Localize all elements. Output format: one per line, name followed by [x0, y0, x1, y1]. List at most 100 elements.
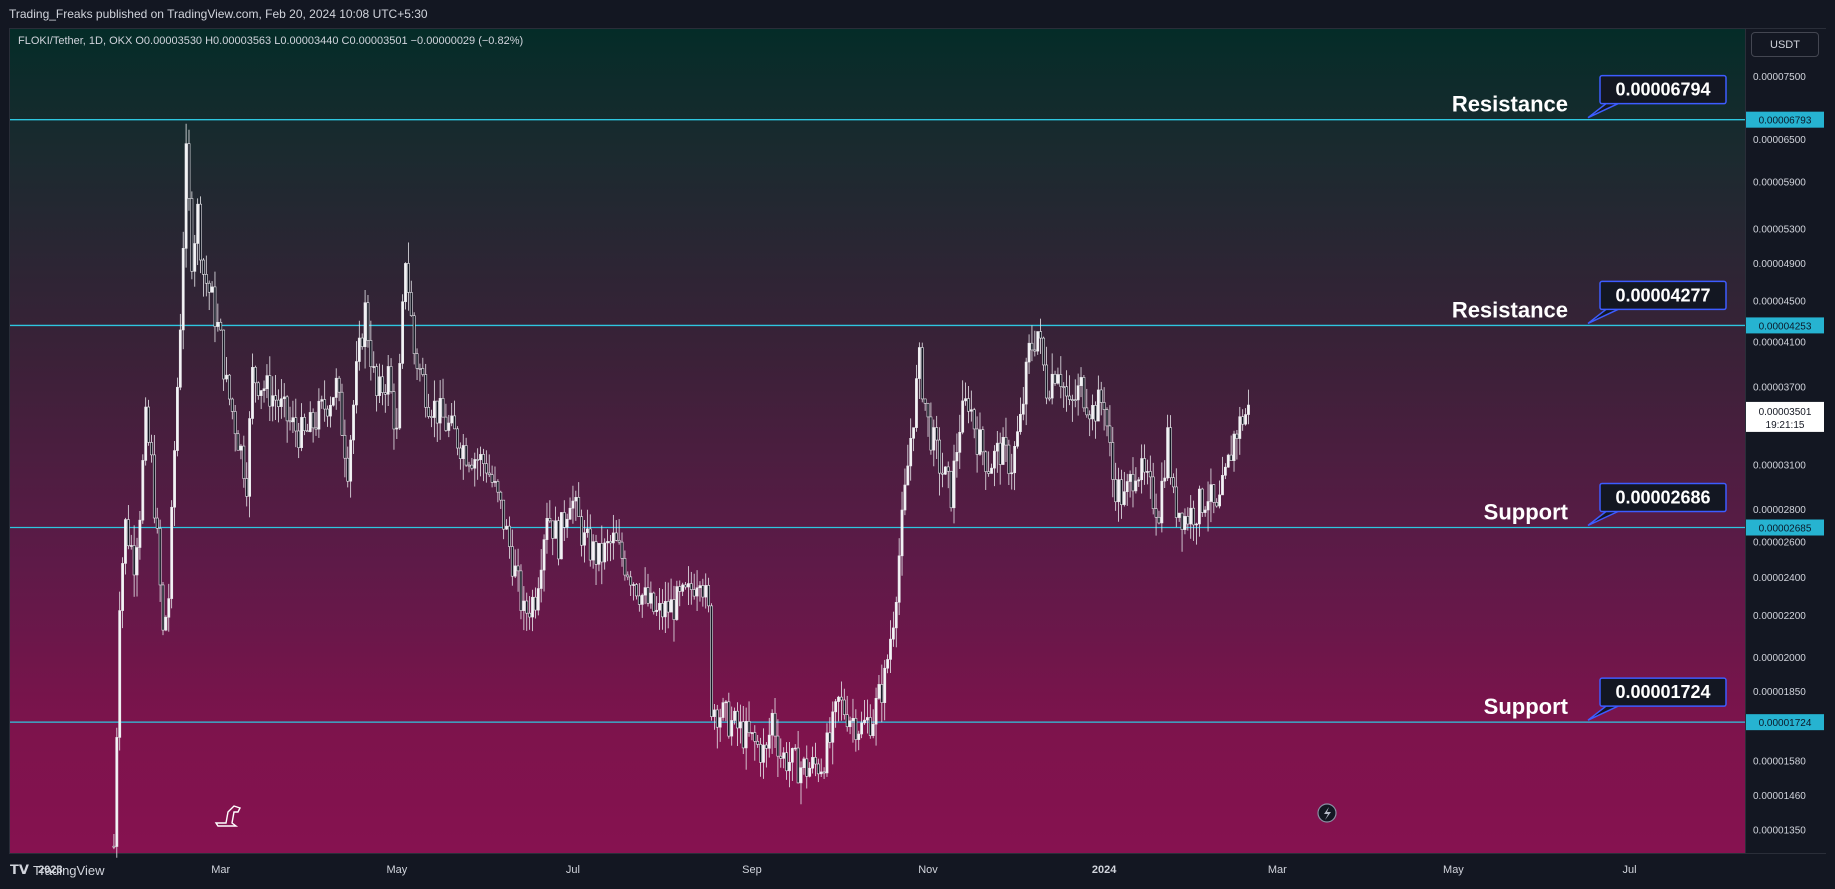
candle [441, 378, 445, 418]
candle [392, 383, 396, 450]
candle [271, 376, 275, 422]
candle-body [880, 684, 884, 703]
candle-body [181, 248, 185, 331]
candle-body [1157, 516, 1161, 524]
candle [461, 434, 465, 480]
candle-body [721, 702, 725, 718]
candle-body [1177, 512, 1181, 518]
candle [1021, 386, 1025, 421]
candle [1229, 435, 1233, 461]
candle [551, 520, 555, 556]
candle-body [230, 398, 234, 412]
candle [614, 520, 618, 542]
callout-value-2: 0.00002686 [1615, 488, 1710, 508]
candle [837, 695, 840, 722]
candle-body [874, 698, 878, 725]
candle-body [617, 540, 621, 543]
candle [297, 422, 301, 459]
candle-body [326, 408, 329, 417]
candle [969, 390, 973, 422]
candle-body [868, 717, 872, 736]
candle-body [993, 450, 996, 469]
candle-body [863, 719, 866, 724]
candle-body [1192, 507, 1196, 526]
candle [473, 452, 477, 487]
candle [1117, 467, 1120, 522]
candle-body [646, 587, 650, 604]
candle [663, 581, 667, 634]
level-label-1: Resistance [1452, 297, 1568, 322]
candle [776, 719, 780, 777]
candle-body [161, 584, 165, 631]
candle-body [1036, 331, 1040, 352]
candle [825, 723, 829, 777]
candle-body [539, 569, 543, 589]
candle-body [1062, 386, 1066, 388]
axis-price-tags: 0.00006793 0.00004253 0.00002685 0.00001724… [1746, 111, 1824, 731]
candle-body [733, 710, 737, 721]
candle-body [1018, 413, 1022, 432]
candle-body [1195, 523, 1198, 526]
candle-body [969, 409, 973, 412]
y-tick-label: 0.00004100 [1753, 338, 1806, 349]
candle-body [1203, 509, 1207, 513]
candle-body [689, 583, 693, 590]
y-tick-label: 0.00003700 [1753, 383, 1806, 394]
candle-body [1183, 516, 1187, 530]
axis-tag-bg-0 [1746, 111, 1824, 128]
candle-body [865, 717, 869, 721]
tradingview-logo[interactable]: 𝗧𝗩 TradingView [10, 862, 104, 878]
y-tick-label: 0.00001580 [1753, 756, 1806, 767]
candle [1024, 357, 1028, 426]
candle-body [946, 466, 950, 472]
candle [1094, 401, 1097, 439]
candle [842, 688, 846, 720]
candle-body [176, 386, 179, 451]
candle-body [1117, 479, 1120, 503]
y-tick-label: 0.00003100 [1753, 460, 1806, 471]
candle-body [138, 519, 142, 548]
candle-body [207, 282, 211, 293]
candle [1226, 453, 1230, 468]
candle-body [603, 542, 607, 563]
candle [1091, 394, 1094, 431]
candle [932, 419, 936, 467]
currency-button[interactable]: USDT [1751, 32, 1819, 57]
candle [1102, 387, 1106, 431]
candle-body [730, 720, 734, 737]
candle [406, 242, 410, 311]
candle-body [395, 427, 399, 430]
candle [1183, 508, 1187, 535]
candle [1065, 370, 1068, 412]
y-tick-label: 0.00006500 [1753, 135, 1806, 146]
candle [640, 593, 644, 618]
candle [666, 582, 670, 629]
candle-body [548, 518, 552, 522]
callout-box-3 [1599, 677, 1727, 707]
candle [395, 408, 399, 440]
candle-body [167, 598, 171, 618]
candle-body [926, 403, 930, 418]
candle-body [1024, 361, 1028, 405]
candle-body [1148, 471, 1152, 478]
candle [366, 295, 370, 348]
candle [534, 587, 537, 619]
candle-body [585, 528, 589, 533]
candle-body [825, 732, 829, 774]
candle-body [663, 601, 667, 618]
candle-body [796, 747, 800, 784]
candle [233, 404, 237, 452]
candle [513, 549, 517, 579]
candle [1244, 408, 1247, 426]
candle-body [1056, 374, 1060, 384]
candle [138, 511, 142, 560]
candle-body [1200, 488, 1204, 513]
candle-body [490, 474, 494, 483]
candle [421, 357, 425, 377]
candle [121, 557, 124, 629]
candle-body [594, 541, 598, 565]
candle [609, 534, 612, 562]
candle [456, 426, 459, 456]
candle [1143, 444, 1146, 485]
